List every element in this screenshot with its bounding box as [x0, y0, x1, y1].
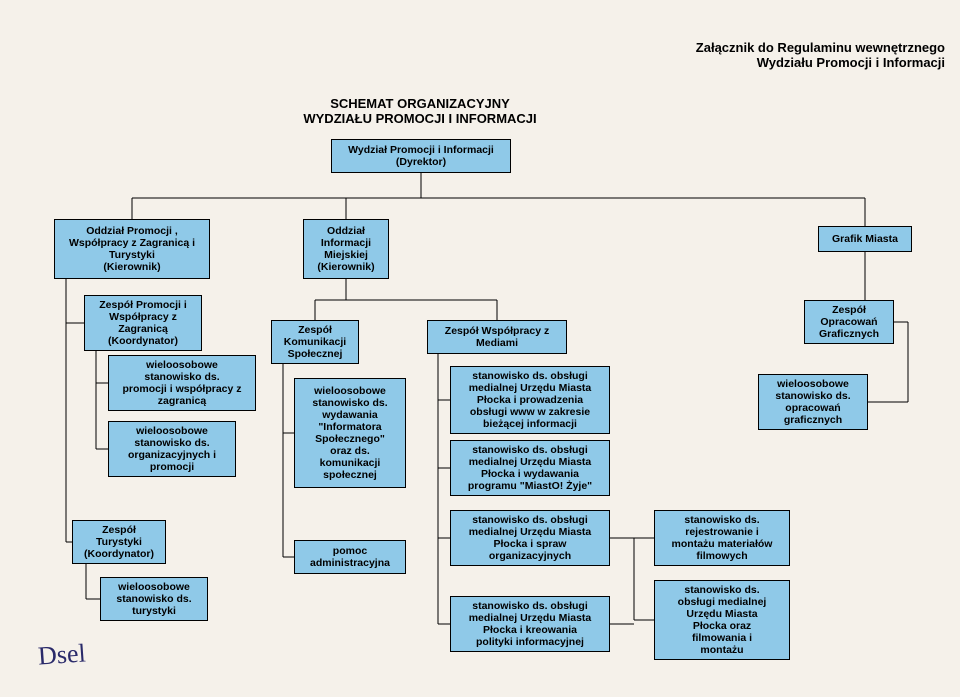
node-st_polityka: stanowisko ds. obsługimedialnej Urzędu M… [450, 596, 610, 652]
node-w_turyst: wieloosobowestanowisko ds.turystyki [100, 577, 208, 621]
node-st_rejestr: stanowisko ds.rejestrowanie imontażu mat… [654, 510, 790, 566]
node-zesp_media: Zespół Współpracy zMediami [427, 320, 567, 354]
schema-title-2: WYDZIAŁU PROMOCJI I INFORMACJI [303, 111, 536, 126]
attachment-line-2: Wydziału Promocji i Informacji [757, 55, 945, 70]
node-st_miasto: stanowisko ds. obsługimedialnej Urzędu M… [450, 440, 610, 496]
attachment-line-1: Załącznik do Regulaminu wewnętrznego [696, 40, 945, 55]
node-zesp_graf: ZespółOpracowańGraficznych [804, 300, 894, 344]
node-zesp_kom: ZespółKomunikacjiSpołecznej [271, 320, 359, 364]
node-st_spraw_org: stanowisko ds. obsługimedialnej Urzędu M… [450, 510, 610, 566]
node-oddz_info: OddziałInformacjiMiejskiej(Kierownik) [303, 219, 389, 279]
node-pomoc_adm: pomocadministracyjna [294, 540, 406, 574]
node-st_www: stanowisko ds. obsługimedialnej Urzędu M… [450, 366, 610, 434]
node-w_opr_graf: wieloosobowestanowisko ds.opracowańgrafi… [758, 374, 868, 430]
signature: Dsel [37, 638, 87, 671]
node-zesp_prom_wspol: Zespół Promocji iWspółpracy zZagranicą(K… [84, 295, 202, 351]
node-w_prom_zagr: wieloosobowestanowisko ds.promocji i wsp… [108, 355, 256, 411]
node-root: Wydział Promocji i Informacji(Dyrektor) [331, 139, 511, 173]
schema-title-1: SCHEMAT ORGANIZACYJNY [330, 96, 510, 111]
node-zesp_tur: ZespółTurystyki(Koordynator) [72, 520, 166, 564]
node-oddz_prom: Oddział Promocji ,Współpracy z Zagranicą… [54, 219, 210, 279]
node-w_informator: wieloosobowestanowisko ds.wydawania"Info… [294, 378, 406, 488]
node-w_org_prom: wieloosobowestanowisko ds.organizacyjnyc… [108, 421, 236, 477]
node-st_film_mont: stanowisko ds.obsługi medialnejUrzędu Mi… [654, 580, 790, 660]
node-grafik: Grafik Miasta [818, 226, 912, 252]
